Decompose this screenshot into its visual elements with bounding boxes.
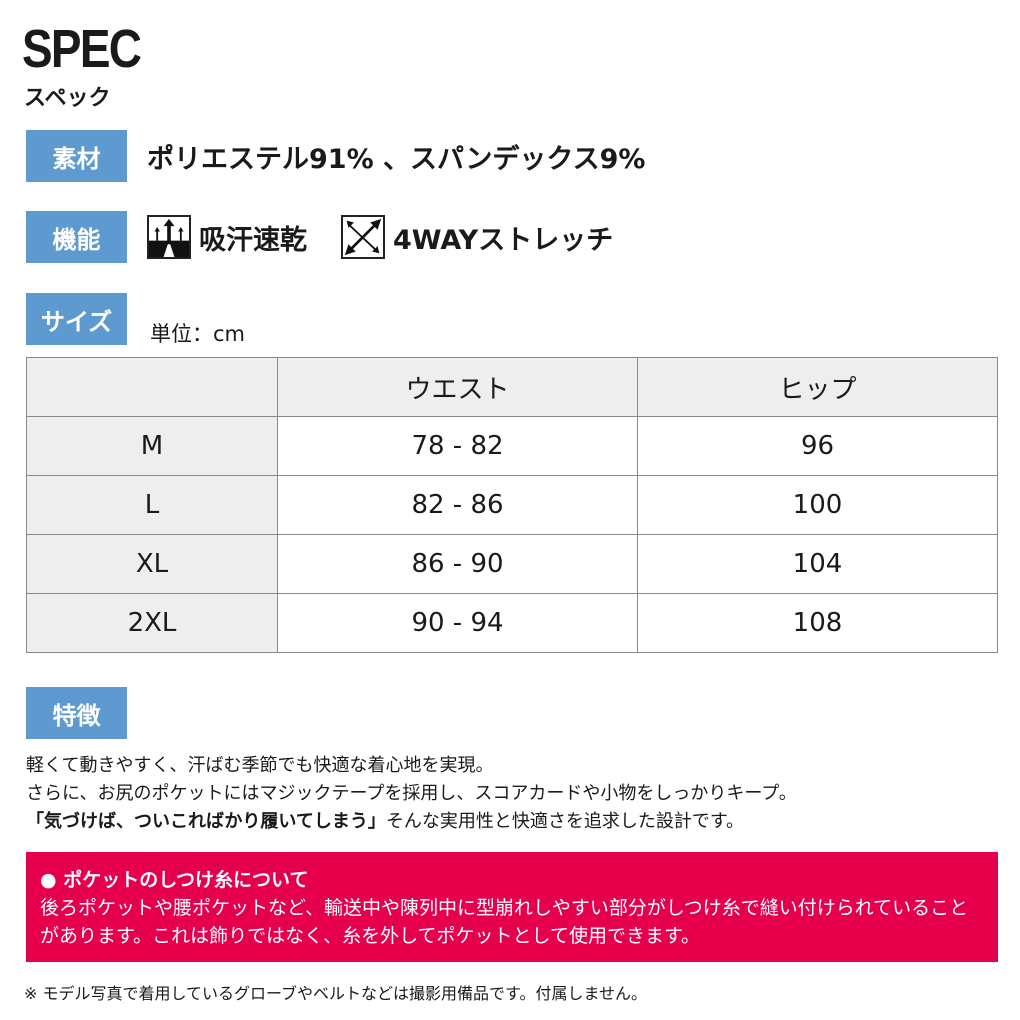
features-line: そんな実用性と快適さを追求した設計です。 <box>385 811 745 832</box>
unit-text: 単位：cm <box>150 322 246 346</box>
notice-title: ● ポケットのしつけ糸について <box>40 869 309 891</box>
hip-cell: 96 <box>637 416 998 476</box>
table-header-row: ウエスト ヒップ <box>26 357 998 417</box>
4way-stretch-icon <box>341 215 385 259</box>
material-value: ポリエステル91% 、スパンデックス9% <box>147 143 646 175</box>
features-text: 軽くて動きやすく、汗ばむ季節でも快適な着心地を実現。 さらに、お尻のポケットには… <box>26 752 797 836</box>
size-cell: 2XL <box>26 593 278 653</box>
features-line: さらに、お尻のポケットにはマジックテープを採用し、スコアカードや小物をしっかりキ… <box>26 783 797 804</box>
page-subtitle: スペック <box>24 86 111 111</box>
table-header: ウエスト <box>277 357 638 417</box>
hip-cell: 108 <box>637 593 998 653</box>
waist-cell: 82 - 86 <box>277 475 638 535</box>
table-row: XL 86 - 90 104 <box>26 534 998 594</box>
function-list: 吸汗速乾 4WAYストレッチ <box>147 211 613 263</box>
waist-cell: 78 - 82 <box>277 416 638 476</box>
notice-text: 後ろポケットや腰ポケットなど、輸送中や陳列中に型崩れしやすい部分がしつけ糸で縫い… <box>40 897 969 947</box>
size-cell: M <box>26 416 278 476</box>
moisture-wicking-icon <box>147 215 191 259</box>
table-row: 2XL 90 - 94 108 <box>26 593 998 653</box>
stretch-text: 4WAYストレッチ <box>393 224 614 256</box>
size-table: ウエスト ヒップ M 78 - 82 96 L 82 - 86 100 XL 86 - 9… <box>26 357 998 653</box>
table-header: ヒップ <box>637 357 998 417</box>
notice-box: ● ポケットのしつけ糸について 後ろポケットや腰ポケットなど、輸送中や陳列中に型… <box>26 852 998 962</box>
size-cell: L <box>26 475 278 535</box>
features-quote: 「気づけば、ついこればかり履いてしまう」 <box>26 811 386 832</box>
page-title: SPEC <box>22 19 142 79</box>
table-row: M 78 - 82 96 <box>26 416 998 476</box>
hip-cell: 100 <box>637 475 998 535</box>
hip-cell: 104 <box>637 534 998 594</box>
waist-cell: 86 - 90 <box>277 534 638 594</box>
material-label: 素材 <box>26 130 127 182</box>
features-label: 特徴 <box>26 687 127 739</box>
size-cell: XL <box>26 534 278 594</box>
table-header <box>26 357 278 417</box>
features-line: 軽くて動きやすく、汗ばむ季節でも快適な着心地を実現。 <box>26 755 494 776</box>
moisture-wicking-text: 吸汗速乾 <box>199 224 307 256</box>
table-row: L 82 - 86 100 <box>26 475 998 535</box>
function-label: 機能 <box>26 211 127 263</box>
size-label: サイズ <box>26 293 127 345</box>
waist-cell: 90 - 94 <box>277 593 638 653</box>
footnote: ※ モデル写真で着用しているグローブやベルトなどは撮影用備品です。付属しません。 <box>24 984 647 1003</box>
